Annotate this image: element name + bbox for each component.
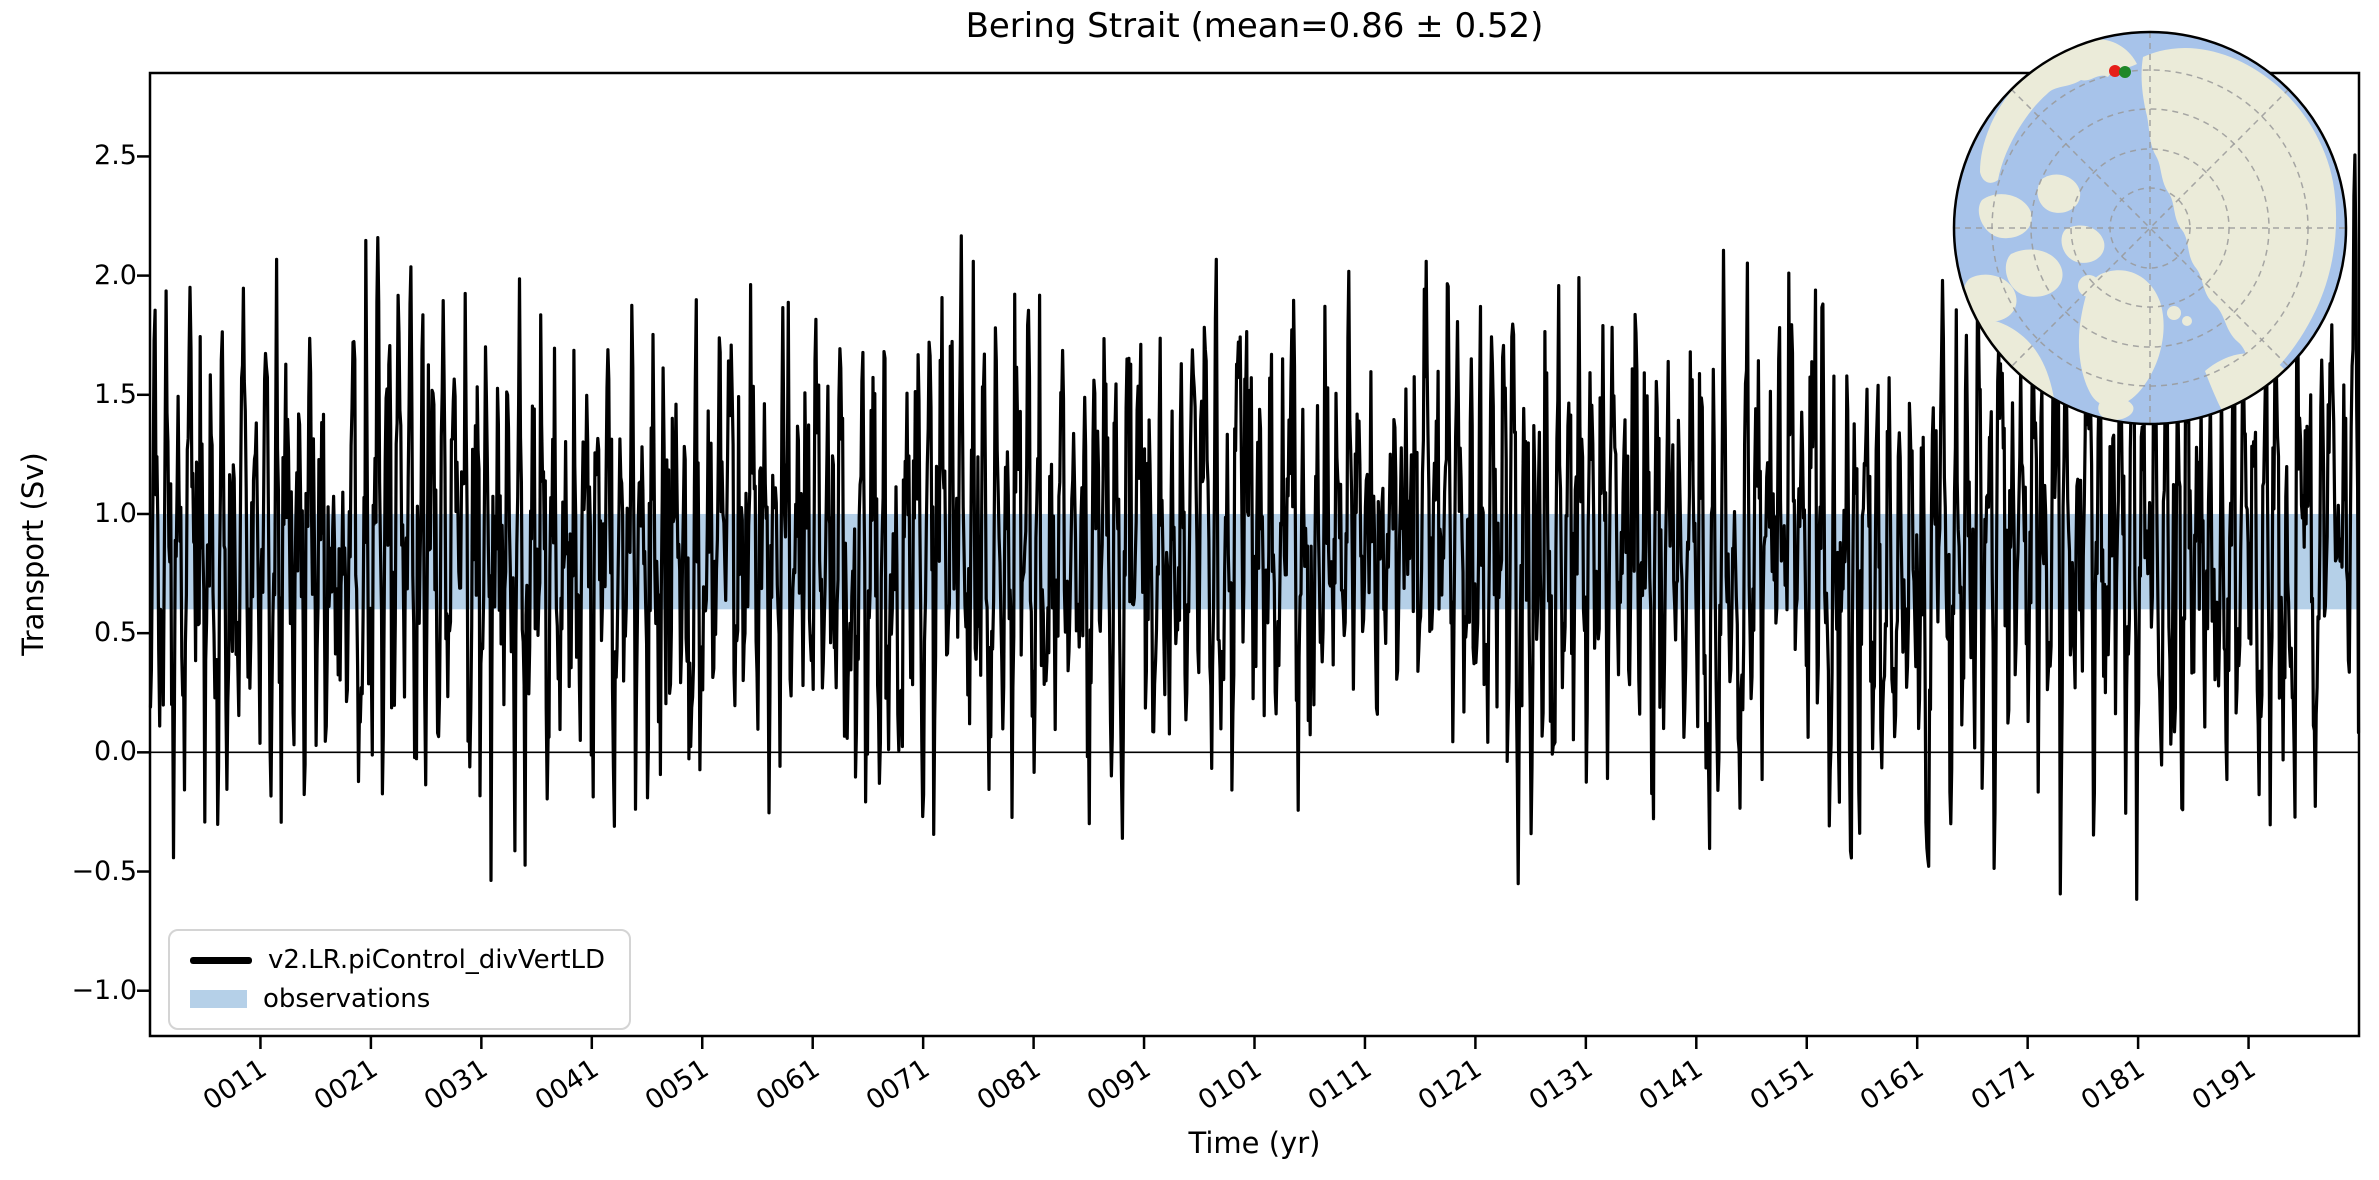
y-tick-label: 1.0 — [94, 497, 137, 529]
y-tick-label: −1.0 — [71, 974, 137, 1006]
map-graticule — [1954, 32, 2346, 424]
map-island-novaya-zemlya — [2250, 232, 2291, 259]
map-land-iceland — [2098, 397, 2134, 421]
map-island — [2061, 225, 2105, 263]
y-tick-label: 0.0 — [94, 736, 137, 768]
arctic-inset-map — [1952, 30, 2348, 426]
observations-patch-swatch — [190, 990, 247, 1008]
map-border — [1952, 30, 2348, 426]
y-tick-label: 2.5 — [94, 140, 137, 172]
green-marker — [2119, 66, 2131, 78]
legend-label-model: v2.LR.piControl_divVertLD — [268, 945, 606, 975]
map-land-greenland — [2078, 270, 2164, 407]
legend-entry-observations: observations — [170, 984, 629, 1014]
map-island — [2005, 249, 2063, 297]
y-tick-label: 0.5 — [94, 617, 137, 649]
y-tick-label: 2.0 — [94, 259, 137, 291]
legend-label-observations: observations — [263, 984, 431, 1014]
y-tick-label: 1.5 — [94, 378, 137, 410]
map-island — [1963, 274, 2017, 322]
model-series-line — [148, 153, 2361, 901]
map-island-svalbard — [2182, 316, 2192, 326]
y-tick-label: −0.5 — [71, 855, 137, 887]
map-island — [2037, 174, 2081, 213]
map-island-svalbard — [2167, 306, 2181, 320]
legend-entry-model: v2.LR.piControl_divVertLD — [170, 945, 629, 975]
map-land-alaska — [1980, 39, 2137, 183]
x-axis-label: Time (yr) — [1188, 1126, 1321, 1160]
chart-title: Bering Strait (mean=0.86 ± 0.52) — [965, 6, 1544, 46]
map-land-siberia — [2141, 47, 2337, 384]
model-line-swatch — [190, 956, 252, 964]
legend: v2.LR.piControl_divVertLD observations — [168, 929, 631, 1030]
red-marker — [2109, 65, 2121, 77]
